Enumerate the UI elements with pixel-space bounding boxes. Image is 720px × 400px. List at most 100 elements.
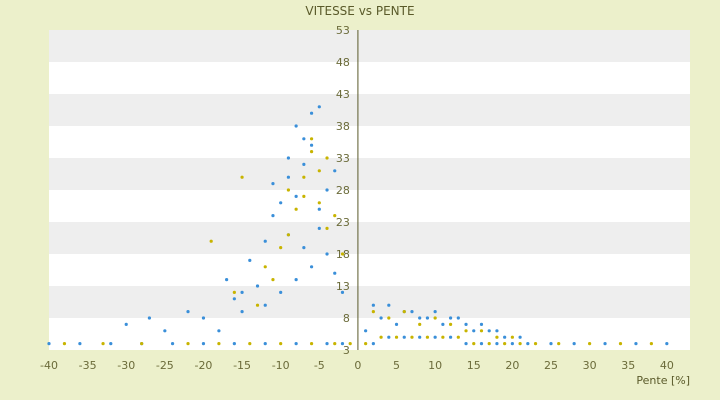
data-point: [255, 284, 260, 288]
data-points: [47, 105, 669, 346]
data-point: [394, 335, 399, 339]
y-tick-label: 38: [336, 120, 350, 133]
data-point: [263, 342, 267, 346]
data-point: [147, 316, 151, 320]
y-tick-label: 8: [343, 312, 350, 325]
data-point: [333, 214, 337, 218]
x-tick-label: -35: [79, 359, 97, 372]
data-point: [371, 342, 375, 346]
data-point: [634, 342, 638, 346]
data-point: [479, 322, 484, 326]
data-point: [418, 335, 422, 339]
data-point: [456, 316, 460, 320]
data-point: [232, 290, 236, 294]
data-point: [464, 342, 468, 346]
y-tick-label: 3: [343, 344, 350, 357]
grid-band: [49, 254, 690, 286]
data-point: [333, 342, 337, 346]
data-point: [518, 335, 522, 339]
data-point: [603, 342, 607, 346]
data-point: [279, 290, 283, 294]
data-point: [217, 329, 221, 333]
data-point: [263, 265, 267, 269]
data-point: [294, 278, 298, 282]
data-point: [309, 143, 314, 147]
data-point: [340, 342, 345, 346]
data-point: [340, 252, 345, 256]
data-point: [248, 258, 252, 262]
grid-band: [49, 190, 690, 222]
grid-band: [49, 222, 690, 254]
data-point: [665, 342, 669, 346]
data-point: [309, 111, 314, 115]
data-point: [286, 188, 291, 192]
x-tick-label: -15: [233, 359, 251, 372]
data-point: [557, 342, 561, 346]
data-point: [163, 329, 167, 333]
data-point: [495, 342, 499, 346]
data-point: [325, 188, 329, 192]
data-point: [418, 322, 422, 326]
data-point: [225, 278, 229, 282]
data-point: [317, 169, 321, 173]
x-axis-label: Pente [%]: [636, 374, 690, 387]
grid-band: [49, 286, 690, 318]
y-tick-label: 28: [336, 184, 350, 197]
data-point: [170, 342, 175, 346]
y-tick-label: 43: [336, 88, 350, 101]
data-point: [240, 310, 244, 314]
data-point: [503, 342, 507, 346]
data-point: [588, 342, 592, 346]
data-point: [325, 252, 329, 256]
data-point: [618, 342, 623, 346]
data-point: [448, 316, 453, 320]
y-tick-label: 48: [336, 56, 350, 69]
data-point: [317, 105, 321, 109]
data-point: [317, 226, 321, 230]
data-point: [294, 342, 298, 346]
data-point: [309, 150, 314, 154]
data-point: [433, 335, 437, 339]
grid-band: [49, 318, 690, 350]
data-point: [271, 278, 275, 282]
grid-band: [49, 94, 690, 126]
y-tick-label: 53: [336, 24, 350, 37]
data-point: [503, 335, 507, 339]
grid-band: [49, 126, 690, 158]
data-point: [495, 335, 499, 339]
x-tick-label: -30: [117, 359, 135, 372]
data-point: [271, 182, 275, 186]
data-point: [433, 310, 437, 314]
data-point: [309, 137, 314, 141]
data-point: [302, 162, 306, 166]
x-tick-label: 0: [354, 359, 361, 372]
data-point: [47, 342, 51, 346]
data-point: [201, 316, 206, 320]
data-point: [425, 335, 430, 339]
data-point: [348, 342, 352, 346]
data-point: [371, 310, 375, 314]
data-point: [294, 124, 298, 128]
x-tick-label: 20: [505, 359, 519, 372]
data-point: [441, 322, 445, 326]
data-point: [472, 342, 476, 346]
data-point: [201, 342, 206, 346]
data-point: [479, 342, 484, 346]
data-point: [325, 226, 329, 230]
data-point: [364, 342, 368, 346]
data-point: [441, 335, 445, 339]
x-tick-label: 35: [621, 359, 635, 372]
data-point: [364, 329, 368, 333]
data-point: [240, 290, 244, 294]
data-point: [410, 310, 414, 314]
data-point: [371, 303, 375, 307]
data-point: [510, 335, 514, 339]
data-point: [387, 316, 391, 320]
data-point: [140, 342, 144, 346]
data-point: [101, 342, 105, 346]
y-tick-label: 23: [336, 216, 350, 229]
x-tick-label: 25: [544, 359, 558, 372]
data-point: [456, 335, 460, 339]
data-point: [62, 342, 67, 346]
data-point: [302, 137, 306, 141]
